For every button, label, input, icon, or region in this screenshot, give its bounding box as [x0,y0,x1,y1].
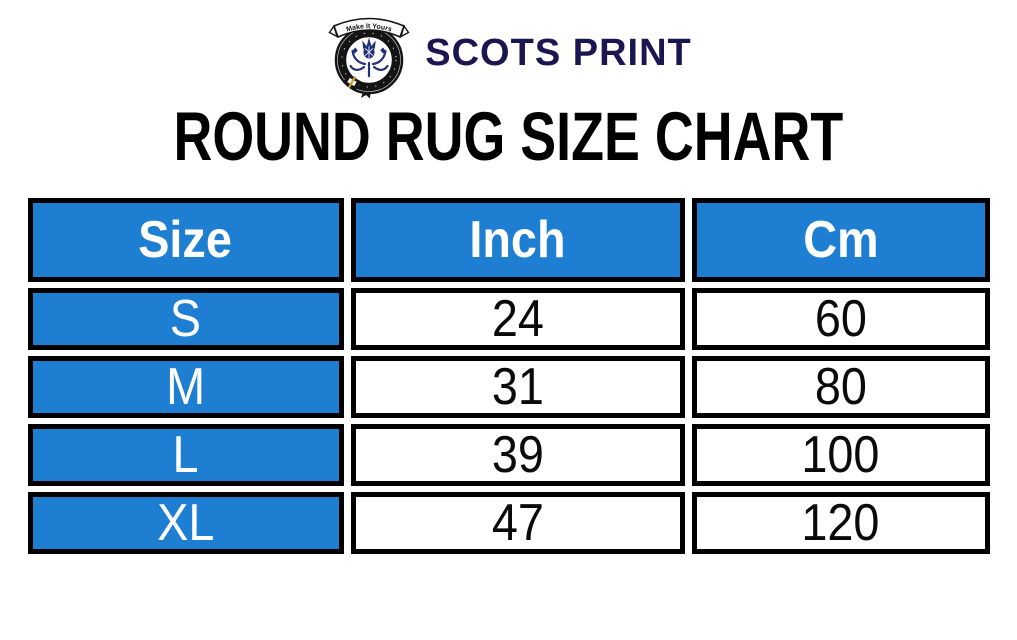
table-row-m: M 31 80 [27,356,990,418]
cell-cm-l: 100 [691,424,990,486]
cell-cm-xl: 120 [691,492,990,554]
clan-crest-logo: Make It Yours [328,17,410,99]
header-row: Size Inch Cm [27,198,990,282]
column-header-cm: Cm [691,198,990,282]
motto-banner-icon: Make It Yours [328,17,410,39]
cell-size-xl: XL [27,492,344,554]
column-header-inch: Inch [350,198,685,282]
badge-motto: Make It Yours [346,23,393,33]
cell-inch-s: 24 [350,288,685,350]
table-row-l: L 39 100 [27,424,990,486]
page-title: ROUND RUG SIZE CHART [0,102,1017,171]
belt-buckle-icon [343,73,362,91]
table-row-xl: XL 47 120 [27,492,990,554]
cell-size-m: M [27,356,344,418]
cell-cm-m: 80 [691,356,990,418]
cell-cm-s: 60 [691,288,990,350]
thistle-icon [349,37,389,78]
column-header-size: Size [27,198,344,282]
brand-name: SCOTS PRINT [425,31,692,74]
cell-size-l: L [27,424,344,486]
size-chart-table: Size Inch Cm S 24 60 M 31 80 L 39 100 XL… [21,192,997,560]
brand-header: Make It Yours SCOTS PRINT [0,0,1017,99]
cell-size-s: S [27,288,344,350]
cell-inch-xl: 47 [350,492,685,554]
table-row-s: S 24 60 [27,288,990,350]
cell-inch-l: 39 [350,424,685,486]
svg-text:Make It Yours: Make It Yours [346,23,393,33]
page-title-text: ROUND RUG SIZE CHART [173,98,844,175]
cell-inch-m: 31 [350,356,685,418]
